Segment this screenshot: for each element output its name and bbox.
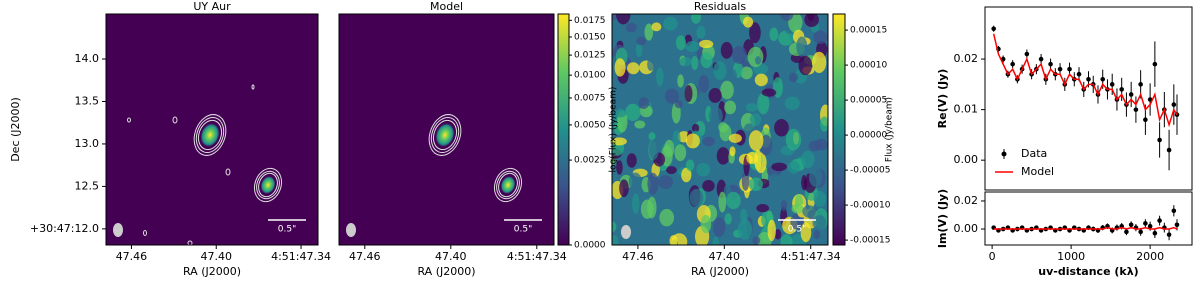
y-tick-label: 0.02 (954, 194, 979, 207)
y-tick-label: 13.0 (75, 137, 100, 150)
data-point (1138, 229, 1143, 235)
x-tick-label: 4:51:47.34 (781, 250, 841, 263)
colorbar-tick-label: 0.00000 (850, 131, 887, 141)
y-axis-label: Dec (J2000) (9, 97, 22, 162)
colorbar-tick-label: 0.00010 (850, 61, 887, 71)
x-tick-label: 47.40 (435, 250, 467, 263)
x-tick-label: 47.40 (709, 250, 741, 263)
data-point (1128, 92, 1134, 97)
colorbar-tick-label: 0.00015 (850, 26, 887, 36)
data-point (1166, 232, 1172, 237)
x-tick-label: 2000 (1136, 250, 1164, 263)
data-point (1143, 117, 1148, 123)
x-axis-label: uv-distance (kλ) (1038, 265, 1138, 278)
colorbar-tick-label: 0.00005 (850, 96, 887, 106)
data-point (1133, 107, 1139, 112)
frame (338, 13, 555, 246)
y-tick-label: 13.5 (75, 94, 100, 107)
data-point (1048, 61, 1053, 67)
data-point (1010, 61, 1015, 67)
colorbar-tick-label: 0.0075 (574, 93, 606, 103)
colorbar-tick-label: -0.00010 (850, 201, 891, 211)
image-uy-aur (106, 14, 318, 246)
x-tick-label: 47.46 (116, 250, 148, 263)
colorbar-tick-label: -0.00015 (850, 236, 890, 246)
data-point (1152, 230, 1158, 236)
data-point (1086, 76, 1091, 82)
y-tick-label: 0.02 (954, 52, 979, 65)
x-axis-label: RA (J2000) (691, 265, 749, 278)
colorbar (832, 13, 846, 246)
data-point (1038, 56, 1044, 62)
data-point (1067, 66, 1072, 72)
y-tick-label: 0.00 (954, 222, 979, 235)
colorbar-tick-label: 0.0150 (574, 32, 606, 42)
data-point (1157, 137, 1162, 143)
x-tick-label: 47.46 (349, 250, 381, 263)
x-tick-label: 0 (989, 250, 996, 263)
x-tick-label: 47.40 (200, 250, 232, 263)
scale-bar-label: 0.5" (514, 225, 532, 235)
y-tick-label: 14.0 (75, 52, 100, 65)
data-point (1147, 223, 1153, 229)
data-point (1109, 82, 1115, 87)
x-axis-label: RA (J2000) (183, 265, 241, 278)
panel-title: UY Aur (193, 0, 231, 13)
data-point (1152, 61, 1158, 67)
data-point (1124, 229, 1129, 235)
colorbar (557, 13, 570, 246)
data-point (991, 26, 996, 32)
y-tick-label: 0.01 (954, 103, 979, 116)
data-point (1100, 76, 1106, 82)
panel-title: Residuals (694, 0, 746, 13)
data-point (1076, 71, 1082, 77)
x-tick-label: 4:51:47.34 (271, 250, 331, 263)
colorbar-tick-label: 0.0175 (574, 16, 606, 26)
data-point (1024, 51, 1030, 57)
frame (105, 13, 319, 246)
y-tick-label: 12.5 (75, 179, 100, 192)
y-tick-label: +30:47:12.0 (30, 222, 99, 235)
y-tick-label: 0.00 (954, 153, 979, 166)
colorbar-tick-label: 0.0025 (574, 156, 606, 166)
frame (984, 191, 1193, 246)
x-axis-label: RA (J2000) (417, 265, 475, 278)
data-point (1166, 147, 1172, 153)
colorbar-tick-label: 0.0100 (574, 71, 606, 81)
data-point (1174, 222, 1180, 228)
x-tick-label: 4:51:47.34 (507, 250, 567, 263)
data-point (1057, 66, 1063, 72)
data-point (1138, 82, 1143, 87)
frame (984, 6, 1193, 191)
colorbar-label: Flux (Jy/beam) (885, 97, 895, 162)
data-point (1157, 218, 1162, 223)
colorbar-tick-label: 0.0050 (574, 120, 606, 130)
legend-label: Data (1021, 147, 1047, 160)
legend-marker (1001, 151, 1007, 157)
frame (611, 13, 829, 246)
data-point (1171, 208, 1177, 214)
data-point (1119, 87, 1124, 92)
y-axis-label: Im(V) (Jy) (936, 189, 949, 248)
image-residuals (612, 14, 828, 245)
panel-title: Model (430, 0, 463, 13)
colorbar-tick-label: 0.0125 (574, 51, 606, 61)
model-line (992, 33, 1178, 128)
legend-label: Model (1021, 165, 1054, 178)
data-point (1143, 221, 1148, 226)
scale-bar-label: 0.5" (788, 225, 806, 235)
data-point (1171, 102, 1177, 107)
colorbar-tick-label: -0.00005 (850, 166, 890, 176)
x-tick-label: 1000 (1057, 250, 1085, 263)
data-point (1128, 222, 1134, 228)
y-axis-label: Re(V) (Jy) (936, 69, 949, 129)
colorbar-label: log(Flux) (Jy/beam) (609, 87, 619, 173)
colorbar-tick-label: 0.0000 (574, 241, 606, 251)
image-model (339, 14, 554, 245)
model-line (993, 226, 1178, 230)
x-tick-label: 47.46 (622, 250, 654, 263)
scale-bar-label: 0.5" (278, 225, 296, 235)
